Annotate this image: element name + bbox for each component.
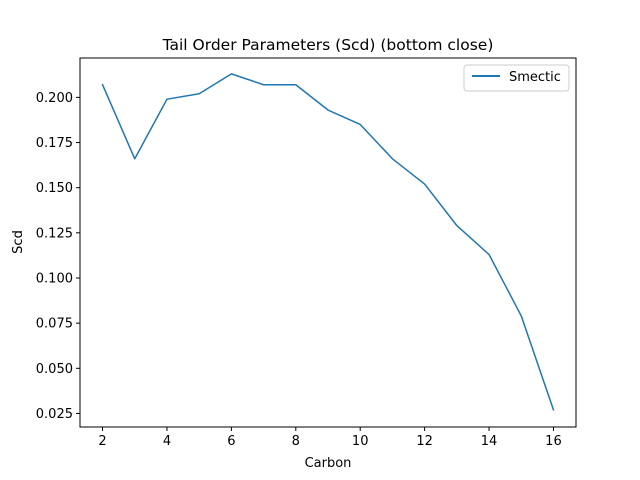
chart-title: Tail Order Parameters (Scd) (bottom clos… — [162, 36, 494, 54]
y-tick-label: 0.100 — [36, 271, 73, 286]
series-line-0 — [101, 73, 555, 411]
y-tick-label: 0.200 — [36, 91, 73, 106]
x-tick-label: 14 — [481, 434, 498, 449]
y-tick-label: 0.075 — [36, 317, 73, 332]
plot-frame — [79, 57, 577, 428]
y-tick-label: 0.125 — [36, 226, 73, 241]
x-axis-ticks: 2 4 6 8 10 12 14 16 — [98, 427, 562, 449]
x-axis-label: Carbon — [305, 456, 352, 471]
x-tick-label: 16 — [545, 434, 562, 449]
x-tick-label: 8 — [292, 434, 300, 449]
series-lines — [101, 73, 555, 411]
plot-area — [80, 58, 576, 427]
x-tick-label: 10 — [352, 434, 369, 449]
y-axis-ticks: 0.025 0.050 0.075 0.100 0.125 0.150 0.175 0.200 — [36, 91, 80, 422]
y-tick-label: 0.175 — [36, 136, 73, 151]
legend-label: Smectic — [509, 70, 561, 85]
x-tick-label: 6 — [227, 434, 235, 449]
y-axis-label: Scd — [11, 230, 26, 254]
y-tick-label: 0.050 — [36, 362, 73, 377]
y-tick-label: 0.150 — [36, 181, 73, 196]
x-tick-label: 4 — [163, 434, 171, 449]
y-tick-label: 0.025 — [36, 407, 73, 422]
legend-box — [463, 64, 570, 92]
x-tick-label: 2 — [98, 434, 106, 449]
x-tick-label: 12 — [416, 434, 433, 449]
legend: Smectic — [463, 64, 570, 92]
